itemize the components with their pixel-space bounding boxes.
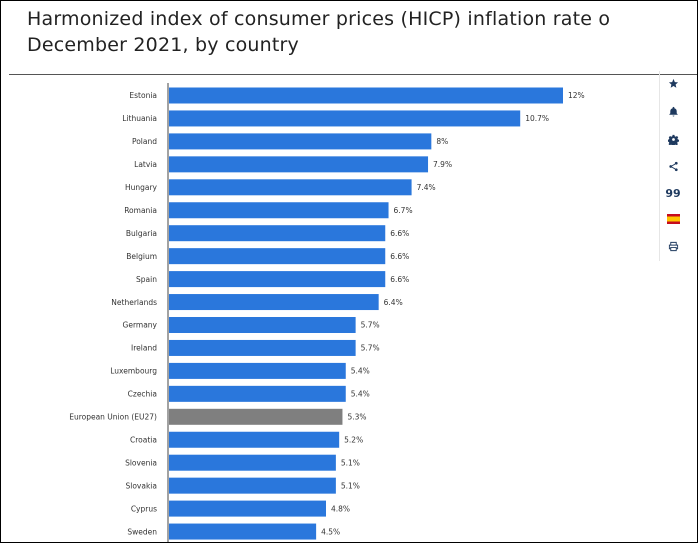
value-label-germany: 5.7% xyxy=(361,321,380,330)
value-label-slovakia: 5.1% xyxy=(341,481,360,490)
bar-european-union-eu27 xyxy=(169,408,343,425)
value-label-poland: 8% xyxy=(436,137,448,146)
category-label-lithuania: Lithuania xyxy=(122,114,157,123)
chart-toolbar: 99 xyxy=(659,71,687,261)
value-label-spain: 6.6% xyxy=(390,275,409,284)
category-label-luxembourg: Luxembourg xyxy=(110,367,157,376)
value-label-european-union-eu27: 5.3% xyxy=(347,413,366,422)
value-label-lithuania: 10.7% xyxy=(525,114,549,123)
bar-croatia xyxy=(169,431,340,448)
value-label-sweden: 4.5% xyxy=(321,527,340,536)
bar-slovenia xyxy=(169,454,336,471)
bar-estonia xyxy=(169,87,563,104)
value-label-czechia: 5.4% xyxy=(351,390,370,399)
category-label-ireland: Ireland xyxy=(131,344,157,353)
bar-latvia xyxy=(169,156,429,173)
bar-lithuania xyxy=(169,110,521,127)
bell-icon[interactable] xyxy=(659,101,687,121)
category-label-slovenia: Slovenia xyxy=(125,458,157,467)
category-label-hungary: Hungary xyxy=(125,183,158,192)
print-icon[interactable] xyxy=(659,236,687,256)
value-label-romania: 6.7% xyxy=(394,206,413,215)
category-label-slovakia: Slovakia xyxy=(126,481,158,490)
category-label-sweden: Sweden xyxy=(127,527,157,536)
category-label-european-union-eu27: European Union (EU27) xyxy=(69,413,157,422)
category-label-latvia: Latvia xyxy=(134,160,157,169)
value-label-cyprus: 4.8% xyxy=(331,504,350,513)
category-label-spain: Spain xyxy=(136,275,157,284)
bar-germany xyxy=(169,317,356,333)
bar-slovakia xyxy=(169,477,336,494)
share-icon[interactable] xyxy=(659,156,687,176)
value-label-croatia: 5.2% xyxy=(344,435,363,444)
chart-title-line-2: December 2021, by country xyxy=(27,34,300,56)
bar-poland xyxy=(169,133,432,150)
bar-bulgaria xyxy=(169,225,386,242)
bar-cyprus xyxy=(169,500,326,517)
category-label-cyprus: Cyprus xyxy=(131,504,157,513)
category-label-poland: Poland xyxy=(132,137,157,146)
category-label-czechia: Czechia xyxy=(128,390,157,399)
title-divider xyxy=(9,74,697,75)
star-icon[interactable] xyxy=(659,73,687,93)
bar-belgium xyxy=(169,248,386,265)
chart-title: Harmonized index of consumer prices (HIC… xyxy=(27,6,697,58)
bar-czechia xyxy=(169,385,346,402)
category-label-belgium: Belgium xyxy=(126,252,157,261)
bar-sweden xyxy=(169,523,317,540)
value-label-bulgaria: 6.6% xyxy=(390,229,409,238)
category-label-estonia: Estonia xyxy=(129,91,157,100)
value-label-netherlands: 6.4% xyxy=(384,298,403,307)
category-label-netherlands: Netherlands xyxy=(111,298,157,307)
value-label-slovenia: 5.1% xyxy=(341,458,360,467)
category-label-germany: Germany xyxy=(123,321,158,330)
value-label-belgium: 6.6% xyxy=(390,252,409,261)
gear-icon[interactable] xyxy=(659,129,687,149)
category-label-croatia: Croatia xyxy=(130,435,157,444)
chart-title-line-1: Harmonized index of consumer prices (HIC… xyxy=(27,8,611,30)
bar-romania xyxy=(169,202,389,219)
value-label-luxembourg: 5.4% xyxy=(351,367,370,376)
value-label-latvia: 7.9% xyxy=(433,160,452,169)
category-label-romania: Romania xyxy=(124,206,157,215)
value-label-ireland: 5.7% xyxy=(361,344,380,353)
value-label-hungary: 7.4% xyxy=(417,183,436,192)
quote-icon[interactable]: 99 xyxy=(665,186,681,200)
category-label-bulgaria: Bulgaria xyxy=(126,229,157,238)
flag-icon[interactable] xyxy=(659,209,687,229)
value-label-estonia: 12% xyxy=(568,91,585,100)
toolbar-divider xyxy=(659,71,660,261)
bar-ireland xyxy=(169,339,356,356)
bar-hungary xyxy=(169,179,412,196)
bar-netherlands xyxy=(169,294,379,311)
bar-luxembourg xyxy=(169,362,346,379)
bar-spain xyxy=(169,271,386,288)
